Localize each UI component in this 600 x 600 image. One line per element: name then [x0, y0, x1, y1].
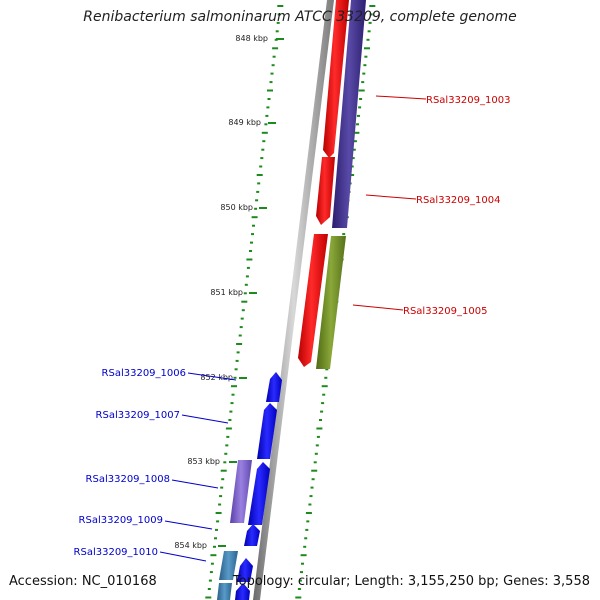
- forward-gene-labels: RSal33209_1006 RSal33209_1007 RSal33209_…: [74, 368, 237, 562]
- scale-label: 850 kbp: [220, 203, 253, 212]
- gene-1010-feature[interactable]: [219, 551, 238, 580]
- gene-1003-leader: [375, 95, 427, 100]
- gene-1007-label[interactable]: RSal33209_1007: [96, 410, 180, 421]
- gene-1003-feature[interactable]: [323, 0, 349, 158]
- gene-1004-feature[interactable]: [316, 157, 335, 225]
- gene-1008-label[interactable]: RSal33209_1008: [86, 474, 170, 485]
- scale-label: 854 kbp: [174, 541, 207, 550]
- gene-1006-feature[interactable]: [266, 372, 282, 402]
- scale-label: 849 kbp: [228, 118, 261, 127]
- accession-text: Accession: NC_010168: [9, 574, 157, 589]
- gene-1008-partner-feature[interactable]: [248, 462, 270, 525]
- gene-1005-feature[interactable]: [298, 234, 328, 367]
- gene-1011-feature[interactable]: [235, 583, 250, 600]
- gene-1009-label[interactable]: RSal33209_1009: [79, 515, 163, 526]
- gene-1007-feature[interactable]: [257, 403, 277, 459]
- scale-label: 853 kbp: [187, 457, 220, 466]
- scale-label: 851 kbp: [210, 288, 243, 297]
- gene-1008-leader: [171, 479, 219, 489]
- gene-1008-feature[interactable]: [230, 460, 252, 523]
- gene-1004-leader: [365, 194, 417, 200]
- gene-1006-label[interactable]: RSal33209_1006: [102, 368, 186, 379]
- gene-1004-label[interactable]: RSal33209_1004: [416, 195, 500, 206]
- gene-1003-label[interactable]: RSal33209_1003: [426, 95, 510, 106]
- gene-1005-label[interactable]: RSal33209_1005: [403, 306, 487, 317]
- gene-1012-feature[interactable]: [217, 583, 232, 600]
- gene-1005-partner-feature[interactable]: [316, 236, 346, 369]
- gene-1010-label[interactable]: RSal33209_1010: [74, 547, 158, 558]
- map-title: Renibacterium salmoninarum ATCC 33209, c…: [83, 9, 517, 25]
- tick-tracks: [205, 5, 376, 599]
- gene-1006-leader: [187, 372, 237, 381]
- gene-1003-partner-feature[interactable]: [332, 0, 366, 228]
- reverse-gene-labels: RSal33209_1003 RSal33209_1004 RSal33209_…: [352, 95, 510, 317]
- gene-1010-leader: [159, 551, 207, 562]
- gene-1010-partner-feature[interactable]: [237, 558, 253, 582]
- gene-1007-leader: [181, 414, 229, 424]
- gene-1009-feature[interactable]: [244, 524, 260, 546]
- genome-backbone: [253, 0, 334, 600]
- scale-label: 848 kbp: [235, 34, 268, 43]
- gene-1009-leader: [164, 520, 213, 530]
- genome-summary: Topology: circular; Length: 3,155,250 bp…: [232, 574, 590, 589]
- gene-1005-leader: [352, 304, 404, 311]
